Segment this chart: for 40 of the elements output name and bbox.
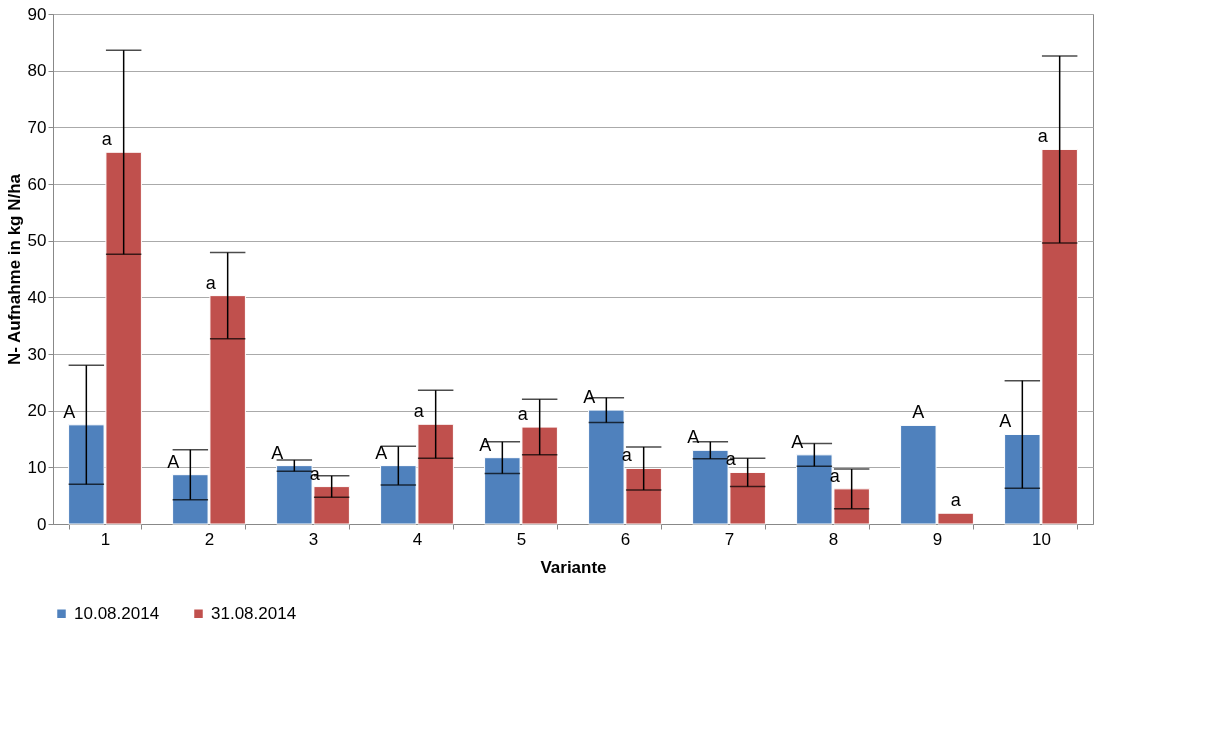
- data-label: a: [101, 129, 113, 150]
- data-label: A: [999, 411, 1012, 432]
- x-tick-label: 4: [412, 529, 423, 549]
- y-tick-label: 20: [27, 401, 47, 421]
- x-tick-label: 2: [204, 529, 215, 549]
- legend-label: 31.08.2014: [211, 603, 297, 623]
- y-tick-label: 70: [27, 117, 47, 137]
- data-label: a: [517, 404, 529, 425]
- y-tick-label: 90: [27, 4, 47, 24]
- data-label: A: [63, 401, 76, 422]
- data-label: A: [479, 434, 492, 455]
- y-tick-label: 10: [27, 457, 47, 477]
- x-tick-label: 8: [828, 529, 839, 549]
- data-label: A: [375, 442, 388, 463]
- y-tick-label: 50: [27, 231, 47, 251]
- data-label: A: [271, 442, 284, 463]
- y-axis-title: N- Aufnahme in kg N/ha: [4, 173, 24, 366]
- data-label: A: [791, 431, 804, 452]
- x-tick-label: 9: [932, 529, 943, 549]
- x-tick-label: 1: [100, 529, 111, 549]
- data-label: A: [583, 387, 596, 408]
- data-label: a: [205, 272, 217, 293]
- data-label: A: [687, 427, 700, 448]
- data-label: A: [167, 451, 180, 472]
- x-tick-label: 5: [516, 529, 527, 549]
- x-tick-label: 3: [308, 529, 319, 549]
- data-label: a: [413, 401, 425, 422]
- x-tick-label: 10: [1032, 529, 1051, 549]
- data-label: a: [1037, 126, 1049, 147]
- data-label: A: [912, 402, 925, 423]
- y-tick-label: 40: [27, 287, 47, 307]
- y-tick-label: 60: [27, 174, 47, 194]
- y-tick-label: 0: [37, 514, 47, 534]
- x-tick-label: 7: [724, 529, 735, 549]
- x-axis-title: Variante: [540, 557, 607, 577]
- legend-label: 10.08.2014: [74, 603, 160, 623]
- y-tick-label: 80: [27, 61, 47, 81]
- x-tick-label: 6: [620, 529, 631, 549]
- data-label: a: [950, 490, 962, 511]
- y-tick-label: 30: [27, 344, 47, 364]
